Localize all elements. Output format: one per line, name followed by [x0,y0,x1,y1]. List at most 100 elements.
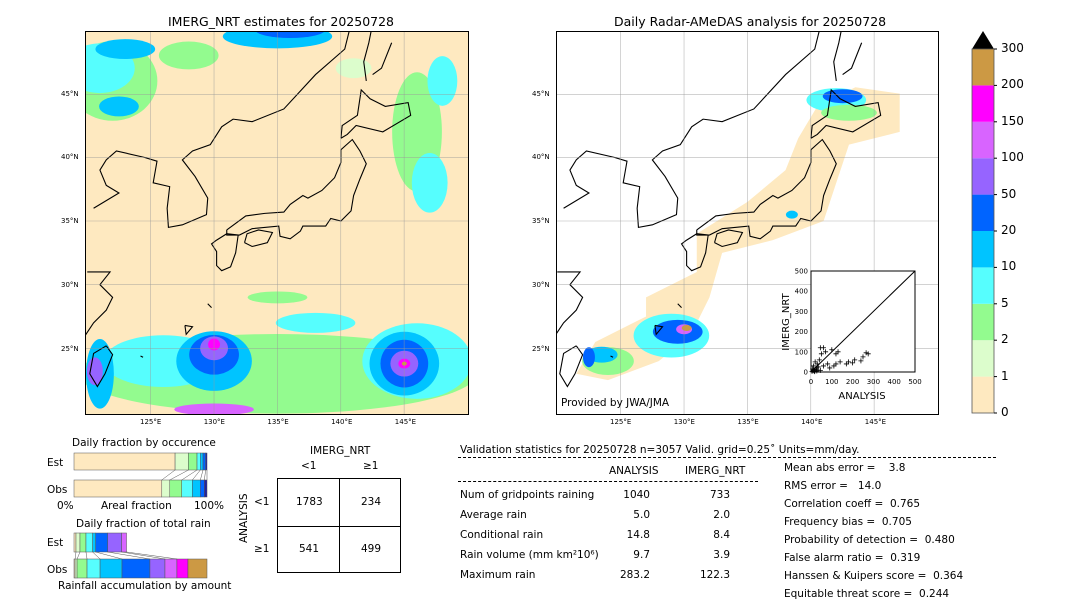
contingency-title: IMERG_NRT [310,445,371,457]
right-map-title: Daily Radar-AMeDAS analysis for 20250728 [614,14,887,29]
scatter-point [815,364,821,370]
rain-area [158,41,219,70]
rain-area [821,104,877,121]
coastline [833,32,842,82]
scatter-point [820,345,826,351]
lon-tick: 130°E [203,418,225,426]
lat-tick: 25°N [61,345,79,353]
score-line: Probability of detection = 0.480 [784,534,955,546]
stats-col-analysis: ANALYSIS [609,465,659,477]
stats-row-label: Maximum rain [460,569,536,581]
stats-row-imerg: 3.9 [713,549,730,561]
colorbar-segment [972,158,994,195]
coastline [810,88,882,139]
scatter-point [818,351,824,357]
colorbar-segment [972,121,994,159]
bar-connector [169,469,189,481]
stats-row-analysis: 5.0 [633,509,650,521]
rain-area [86,357,103,386]
bar-segment [74,558,78,579]
scatter-point [827,365,833,371]
colorbar-segment [972,267,994,304]
bar-segment [188,452,198,471]
contingency-table: 1783 234 541 499 [277,478,401,573]
coastline [243,229,274,248]
bar-segment [99,558,123,579]
rain-area [335,58,372,79]
lat-tick: 40°N [532,153,550,161]
colorbar-label: 10 [1001,259,1017,274]
lat-tick: 45°N [61,90,79,98]
colorbar-label: 5 [1001,295,1009,310]
bar-segment [85,532,93,553]
stats-row-imerg: 122.3 [699,569,730,581]
contingency-row-0: <1 [254,496,270,508]
bar-segment [121,558,151,579]
scatter-point [820,363,826,369]
total-rain-xlabel: Rainfall accumulation by amount [58,580,232,592]
score-line: Frequency bias = 0.705 [784,516,912,528]
bar-segment [76,558,88,579]
scatter-point [865,351,871,357]
rain-area [822,89,863,104]
coastline [563,32,820,229]
rain-area [95,39,156,60]
bar-segment [200,479,205,498]
bar-segment [176,558,189,579]
rain-area [582,347,595,368]
coastline [610,355,614,358]
bar-segment [200,452,204,471]
bar-connector [192,469,201,481]
bar-connector [161,469,176,481]
colorbar-segment [972,194,994,231]
stats-row-analysis: 9.7 [633,549,650,561]
stats-header: Validation statistics for 20250728 n=305… [460,444,860,456]
colorbar-segment [972,85,994,122]
stats-col-imerg: IMERG_NRT [685,465,746,477]
bar-segment [205,452,208,471]
scatter-ytick: 300 [795,308,808,316]
colorbar-segment [972,231,994,268]
colorbar-segment [972,49,994,86]
bar-segment [107,532,122,553]
bar-connector [107,551,150,560]
coastline [93,32,350,229]
cell-00: 1783 [296,496,323,508]
fraction-bars [73,452,208,579]
stats-row-label: Average rain [460,509,527,521]
lat-tick: 35°N [61,217,79,225]
lat-tick: 25°N [532,345,550,353]
coastline [86,271,114,336]
lon-tick: 135°E [737,418,759,426]
scatter-xlabel: ANALYSIS [838,391,885,402]
cell-10: 541 [299,543,320,555]
bar-connector [200,469,204,481]
bar-segment [164,558,178,579]
colorbar-label: 100 [1001,150,1024,165]
bar-connector [85,551,88,560]
coastline [654,324,664,336]
scatter-xtick: 500 [908,378,921,386]
scatter-point [817,367,823,373]
contingency-col-1: ≥1 [363,460,379,472]
coastline [372,42,393,76]
scatter-point [810,366,816,372]
colorbar-segment [972,303,994,341]
bar-segment [95,532,108,553]
scatter-point [845,359,851,365]
coastline [140,355,144,358]
lon-tick: 125°E [610,418,632,426]
rain-area [99,96,139,117]
bar-segment [73,479,163,498]
bar-segment [169,479,182,498]
lon-tick: 140°E [801,418,823,426]
scatter-point [812,359,818,365]
scatter-point [829,347,835,353]
bar-segment [187,558,208,579]
coastline [557,271,584,334]
bar-connector [95,551,123,560]
coastline [696,138,837,240]
lat-tick: 45°N [532,90,550,98]
scatter-point [858,358,864,364]
